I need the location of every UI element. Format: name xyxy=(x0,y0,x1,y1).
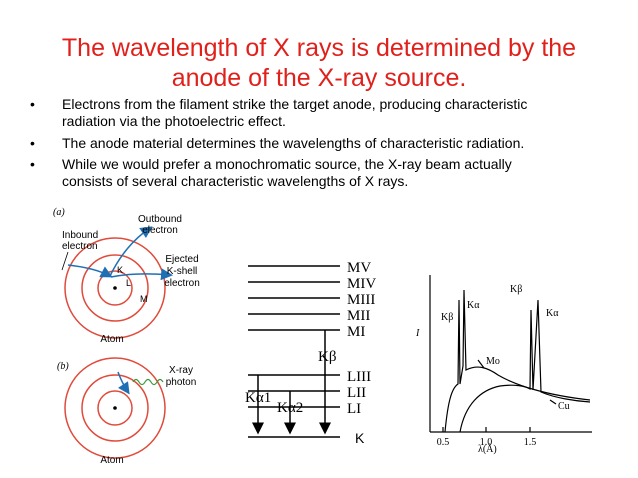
level-label: LI xyxy=(347,401,361,417)
bullet-dot: • xyxy=(30,96,35,112)
peak-label: Kα xyxy=(546,308,559,319)
label: Atom xyxy=(100,455,123,466)
label: Atom xyxy=(100,334,123,345)
level-label: LIII xyxy=(347,369,371,385)
level-label: K xyxy=(355,430,365,446)
level-label: MV xyxy=(347,260,371,276)
label: Ejected xyxy=(165,254,198,265)
level-label: MIV xyxy=(347,276,376,292)
curve-label: Cu xyxy=(558,401,570,412)
tick-label: 0.5 xyxy=(437,437,450,448)
diagram-b: (b) X-ray photon Atom xyxy=(57,357,197,466)
tag: (b) xyxy=(57,361,69,372)
transition-label: Kβ xyxy=(318,349,336,365)
label: Inbound xyxy=(62,230,98,241)
title-line: anode of the X-ray source. xyxy=(172,64,467,92)
bullet-line: Electrons from the filament strike the t… xyxy=(62,96,527,112)
label: Outbound xyxy=(138,214,182,225)
peak-label: Kβ xyxy=(510,284,522,295)
bullet-dot: • xyxy=(30,156,35,172)
shell-label: K xyxy=(117,265,123,275)
title-line: The wavelength of X rays is determined b… xyxy=(62,34,576,62)
energy-levels: MV MIV MIII MII MI LIII LII LI K Kβ Kα1 … xyxy=(245,260,376,446)
label: X-ray xyxy=(169,365,193,376)
bullet-dot: • xyxy=(30,135,35,151)
label: K-shell xyxy=(167,266,198,277)
peak-label: Kβ xyxy=(441,312,453,323)
bullets: • Electrons from the filament strike the… xyxy=(30,96,527,189)
level-label: MII xyxy=(347,308,370,324)
title: The wavelength of X rays is determined b… xyxy=(62,34,576,92)
tag: (a) xyxy=(53,207,65,218)
level-label: MIII xyxy=(347,292,375,308)
peak-label: Kα xyxy=(467,300,480,311)
bullet-line: The anode material determines the wavele… xyxy=(62,135,524,151)
shell-label: M xyxy=(140,294,148,304)
tick-label: 1.5 xyxy=(524,437,537,448)
level-label: LII xyxy=(347,385,366,401)
label: electron xyxy=(142,225,178,236)
label: electron xyxy=(62,241,98,252)
level-label: MI xyxy=(347,324,365,340)
spectrum: I λ(Å) 0.5 1.0 1.5 Kβ Kα Kβ Kα Mo Cu xyxy=(415,275,592,455)
axis-label: I xyxy=(415,328,420,339)
label: photon xyxy=(166,377,197,388)
transition-label: Kα1 xyxy=(245,390,271,406)
bullet-line: While we would prefer a monochromatic so… xyxy=(62,156,512,172)
diagram-a: (a) Inbound electron Outbound electron E… xyxy=(53,207,200,345)
transition-label: Kα2 xyxy=(277,400,303,416)
bullet-line: radiation via the photoelectric effect. xyxy=(62,113,286,129)
label: electron xyxy=(164,278,200,289)
shell-label: L xyxy=(126,278,131,288)
axis-label: λ(Å) xyxy=(478,443,497,455)
tick-label: 1.0 xyxy=(480,437,493,448)
bullet-line: consists of several characteristic wavel… xyxy=(62,173,408,189)
curve-label: Mo xyxy=(486,356,500,367)
